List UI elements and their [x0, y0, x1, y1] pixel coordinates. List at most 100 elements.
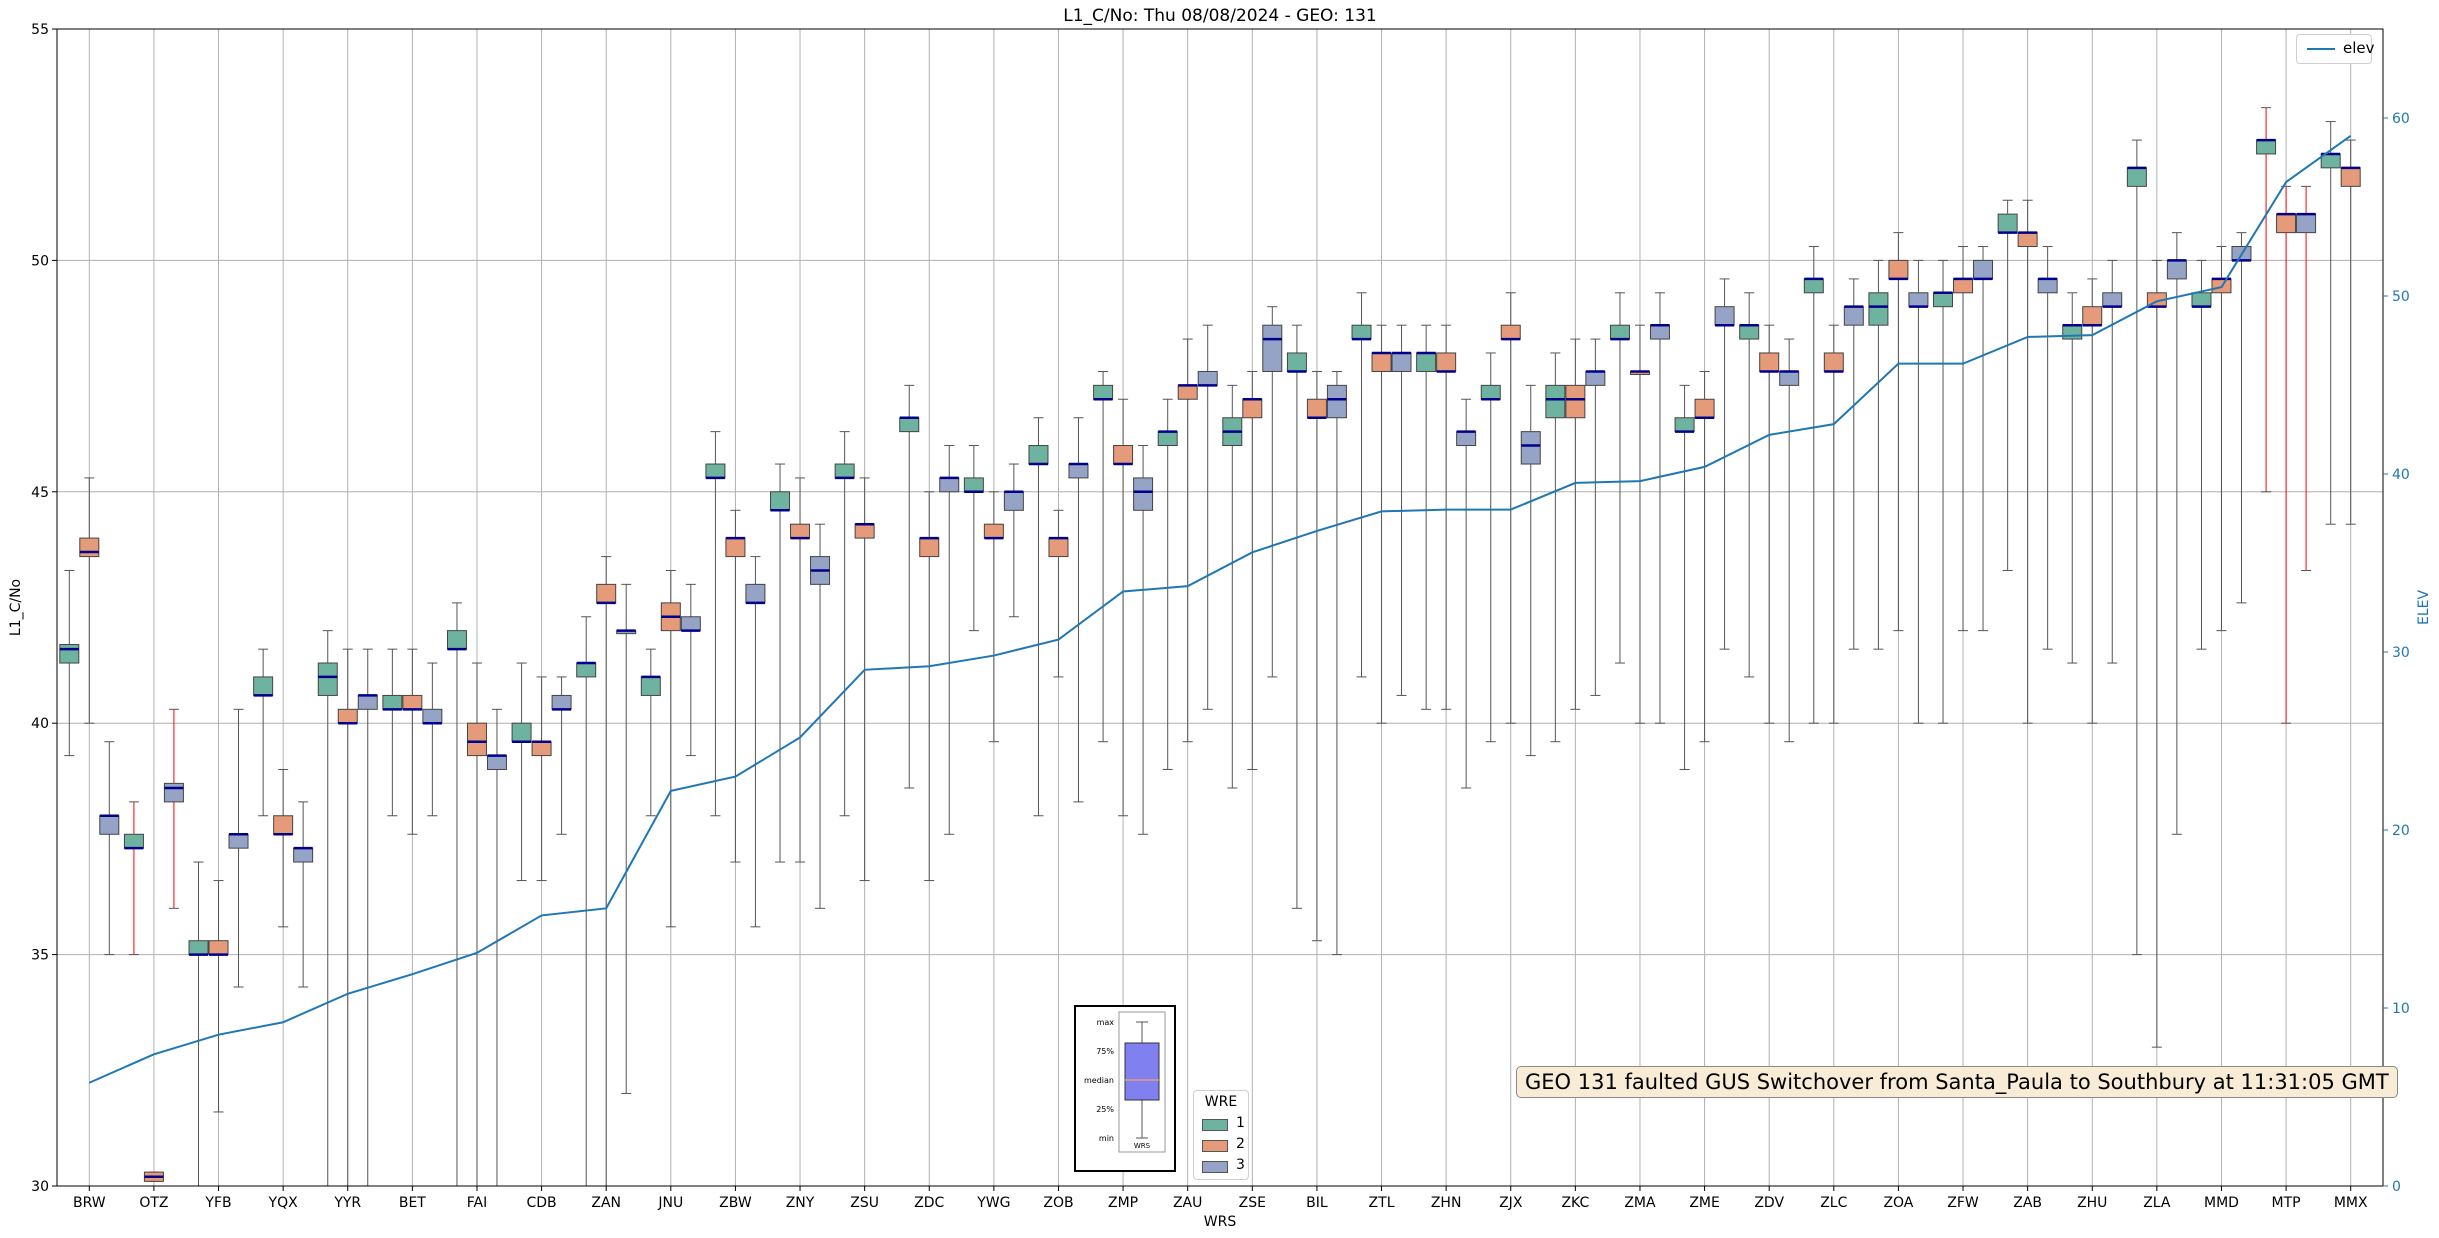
x-tick-label: ZTL	[1369, 1195, 1395, 1211]
box-rect	[1953, 278, 1974, 294]
box-key-rect	[1124, 1042, 1160, 1101]
axes: 30 35 40 45 50 55 0 10 20 30 40 50 60 BRW OTZ YFB YQX YYR…	[31, 22, 2410, 1211]
x-tick-label: ZKC	[1561, 1195, 1589, 1211]
box-rect	[1565, 384, 1586, 419]
wre-legend: WRE 1 2 3	[1193, 1090, 1249, 1180]
box-rect	[1197, 370, 1218, 386]
y2-tick-label: 60	[2392, 111, 2410, 127]
wre-legend-title: WRE	[1204, 1094, 1238, 1110]
y2-tick-label: 30	[2392, 645, 2410, 661]
box-rect	[705, 463, 726, 479]
box-rect	[466, 722, 487, 757]
x-tick-label: OTZ	[139, 1195, 168, 1211]
box-rect	[59, 644, 80, 664]
box-rect	[511, 722, 532, 743]
x-tick-label: ZHU	[2077, 1195, 2107, 1211]
box-rect	[1888, 259, 1909, 280]
box-rect	[1779, 370, 1800, 386]
box-rect	[1391, 352, 1412, 372]
x-tick-label: ZSU	[850, 1195, 879, 1211]
x-tick-label: MMX	[2334, 1195, 2368, 1211]
x-tick-label: BRW	[73, 1195, 106, 1211]
y2-tick-label: 0	[2392, 1179, 2401, 1195]
x-tick-label: ZAN	[591, 1195, 621, 1211]
x-tick-label: ZHN	[1431, 1195, 1462, 1211]
elev-legend-label: elev	[2343, 39, 2375, 57]
y-tick-label: 40	[31, 716, 49, 732]
x-tick-label: ZOA	[1883, 1195, 1913, 1211]
grid-lines	[57, 28, 2383, 1187]
box-rect	[208, 940, 229, 956]
elev-line-layer	[88, 134, 2352, 1084]
wre-legend-label: 2	[1236, 1136, 1245, 1152]
box-rect	[2191, 292, 2212, 308]
box-rect	[1609, 324, 1630, 340]
x-tick-label: ZMP	[1108, 1195, 1138, 1211]
x-tick-label: ZDC	[914, 1195, 944, 1211]
box-rect	[725, 537, 746, 558]
box-rect	[337, 708, 358, 724]
box-rect	[402, 694, 423, 710]
box-rect	[1500, 324, 1521, 340]
box-rect	[790, 523, 811, 539]
box-rect	[188, 940, 209, 956]
box-rect	[1759, 352, 1780, 372]
x-tick-label: YQX	[268, 1195, 299, 1211]
box-rect	[1177, 384, 1198, 400]
box-rect	[531, 741, 552, 757]
box-rect	[1003, 491, 1024, 511]
box-rect	[1242, 398, 1263, 419]
x-axis-label: WRS	[1204, 1214, 1237, 1230]
x-tick-label: ZMA	[1624, 1195, 1656, 1211]
box-rect	[99, 815, 120, 835]
x-tick-label: ZOB	[1043, 1195, 1073, 1211]
y-tick-label: 50	[31, 253, 49, 269]
x-tick-label: ZFW	[1947, 1195, 1979, 1211]
box-rect	[1520, 431, 1541, 465]
box-rect	[382, 694, 403, 710]
box-rect	[1157, 431, 1178, 447]
box-rect	[963, 477, 984, 493]
box-rect	[422, 708, 443, 724]
box-rect	[357, 694, 378, 710]
box-rect	[163, 782, 184, 803]
box-rect	[317, 662, 338, 696]
x-tick-label: ZJX	[1499, 1195, 1523, 1211]
box-rect	[293, 847, 314, 863]
x-tick-label: ZME	[1689, 1195, 1720, 1211]
box-rect	[1823, 352, 1844, 372]
wre-legend-swatch	[1202, 1161, 1228, 1173]
x-tick-label: MMD	[2204, 1195, 2239, 1211]
box-rect	[680, 616, 701, 632]
box-rect	[2017, 232, 2038, 248]
box-rect	[2166, 259, 2187, 280]
y2-tick-label: 10	[2392, 1001, 2410, 1017]
box-rect	[2296, 213, 2317, 234]
box-rect	[1694, 398, 1715, 419]
box-rect	[1739, 324, 1760, 340]
box-rect	[1326, 384, 1347, 419]
box-rect	[551, 694, 572, 710]
box-rect	[1351, 324, 1372, 340]
y-tick-label: 55	[31, 22, 49, 38]
box-rect	[1933, 292, 1954, 308]
box-rect	[1048, 537, 1069, 558]
x-tick-label: YFB	[204, 1195, 231, 1211]
box-key-label: 75%	[1096, 1047, 1114, 1056]
box-rect	[2037, 278, 2058, 294]
y-axis-label: L1_C/No	[8, 579, 24, 636]
box-rect	[576, 662, 597, 678]
box-rect	[2126, 167, 2147, 187]
box-rect	[1306, 398, 1327, 419]
x-tick-label: ZDV	[1754, 1195, 1784, 1211]
box-rect	[1133, 477, 1154, 511]
x-tick-label: BET	[399, 1195, 426, 1211]
x-tick-label: ZLC	[1820, 1195, 1847, 1211]
box-rect	[79, 537, 100, 558]
box-rect	[123, 833, 144, 849]
box-rect	[919, 537, 940, 558]
x-tick-label: JNU	[657, 1195, 683, 1211]
box-rect	[1371, 352, 1392, 372]
x-tick-label: ZNY	[786, 1195, 815, 1211]
